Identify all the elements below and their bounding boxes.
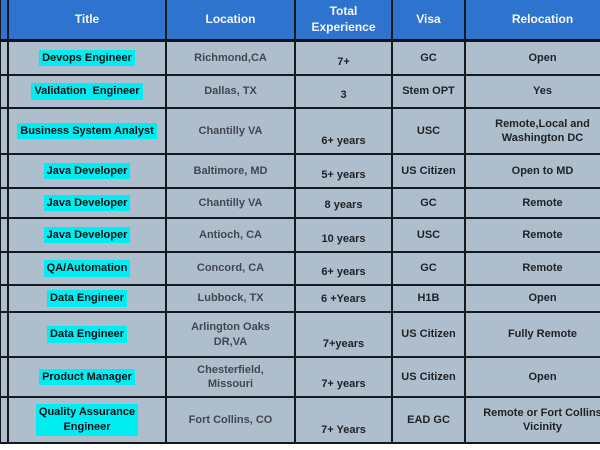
cell-location[interactable]: Chantilly VA: [167, 189, 296, 219]
cell-location[interactable]: Baltimore, MD: [167, 155, 296, 189]
table-row: QA/Automation Concord, CA 6+ years GC Re…: [1, 253, 600, 286]
cell-location[interactable]: Concord, CA: [167, 253, 296, 286]
highlighted-title: Java Developer: [43, 162, 131, 180]
cell-relocation[interactable]: Remote or Fort Collins Vicinity: [466, 398, 600, 444]
clipped-left-cell: [1, 219, 9, 253]
clipped-left-cell: [1, 358, 9, 398]
cell-relocation[interactable]: Fully Remote: [466, 313, 600, 358]
clipped-left-cell: [1, 42, 9, 76]
column-header-title[interactable]: Title: [9, 0, 167, 42]
cell-relocation[interactable]: Remote,Local and Washington DC: [466, 109, 600, 155]
cell-relocation[interactable]: Remote: [466, 189, 600, 219]
highlighted-title: Java Developer: [43, 194, 131, 212]
clipped-left-cell: [1, 286, 9, 313]
cell-experience[interactable]: 6 +Years: [296, 286, 393, 313]
table-header-row: Title Location Total Experience Visa Rel…: [1, 0, 600, 42]
cell-location[interactable]: Antioch, CA: [167, 219, 296, 253]
highlighted-title: Data Engineer: [47, 326, 127, 343]
cell-visa[interactable]: US Citizen: [393, 313, 466, 358]
cell-visa[interactable]: GC: [393, 42, 466, 76]
cell-experience[interactable]: 5+ years: [296, 155, 393, 189]
clipped-left-column-header: [1, 0, 9, 42]
highlighted-title: Java Developer: [43, 226, 131, 244]
column-header-location[interactable]: Location: [167, 0, 296, 42]
highlighted-title: Quality Assurance Engineer: [35, 404, 139, 436]
highlighted-title: Business System Analyst: [17, 122, 157, 140]
cell-title[interactable]: Java Developer: [9, 189, 167, 219]
cell-title[interactable]: Devops Engineer: [9, 42, 167, 76]
clipped-left-cell: [1, 76, 9, 109]
highlighted-title: Devops Engineer: [39, 49, 135, 67]
clipped-left-cell: [1, 189, 9, 219]
cell-relocation[interactable]: Remote: [466, 253, 600, 286]
cell-visa[interactable]: Stem OPT: [393, 76, 466, 109]
cell-visa[interactable]: H1B: [393, 286, 466, 313]
table-row: Data Engineer Arlington Oaks DR,VA 7+yea…: [1, 313, 600, 358]
clipped-left-cell: [1, 398, 9, 444]
cell-visa[interactable]: US Citizen: [393, 155, 466, 189]
cell-experience[interactable]: 7+: [296, 42, 393, 76]
cell-location[interactable]: Fort Collins, CO: [167, 398, 296, 444]
cell-title[interactable]: Product Manager: [9, 358, 167, 398]
cell-location[interactable]: Dallas, TX: [167, 76, 296, 109]
cell-title[interactable]: QA/Automation: [9, 253, 167, 286]
cell-experience[interactable]: 7+ Years: [296, 398, 393, 444]
clipped-left-cell: [1, 313, 9, 358]
table-row: Quality Assurance Engineer Fort Collins,…: [1, 398, 600, 444]
column-header-visa[interactable]: Visa: [393, 0, 466, 42]
cell-title[interactable]: Business System Analyst: [9, 109, 167, 155]
cell-relocation[interactable]: Open: [466, 42, 600, 76]
table-row: Java Developer Baltimore, MD 5+ years US…: [1, 155, 600, 189]
cell-visa[interactable]: USC: [393, 109, 466, 155]
cell-experience[interactable]: 3: [296, 76, 393, 109]
cell-visa[interactable]: USC: [393, 219, 466, 253]
cell-location[interactable]: Richmond,CA: [167, 42, 296, 76]
cell-location[interactable]: Chesterfield, Missouri: [167, 358, 296, 398]
cell-relocation[interactable]: Remote: [466, 219, 600, 253]
cell-title[interactable]: Java Developer: [9, 155, 167, 189]
cell-experience[interactable]: 8 years: [296, 189, 393, 219]
table-row: Product Manager Chesterfield, Missouri 7…: [1, 358, 600, 398]
cell-experience[interactable]: 7+ years: [296, 358, 393, 398]
cell-visa[interactable]: GC: [393, 189, 466, 219]
cell-relocation[interactable]: Yes: [466, 76, 600, 109]
highlighted-title: Validation Engineer: [31, 83, 143, 100]
cell-experience[interactable]: 7+years: [296, 313, 393, 358]
highlighted-title: Product Manager: [39, 368, 135, 386]
highlighted-title: QA/Automation: [43, 260, 131, 277]
cell-experience[interactable]: 10 years: [296, 219, 393, 253]
cell-title[interactable]: Data Engineer: [9, 313, 167, 358]
cell-location[interactable]: Chantilly VA: [167, 109, 296, 155]
cell-visa[interactable]: US Citizen: [393, 358, 466, 398]
column-header-experience[interactable]: Total Experience: [296, 0, 393, 42]
cell-visa[interactable]: GC: [393, 253, 466, 286]
cell-relocation[interactable]: Open: [466, 286, 600, 313]
cell-location[interactable]: Arlington Oaks DR,VA: [167, 313, 296, 358]
cell-visa[interactable]: EAD GC: [393, 398, 466, 444]
table-row: Devops Engineer Richmond,CA 7+ GC Open: [1, 42, 600, 76]
clipped-left-cell: [1, 253, 9, 286]
table-row: Data Engineer Lubbock, TX 6 +Years H1B O…: [1, 286, 600, 313]
table-row: Java Developer Chantilly VA 8 years GC R…: [1, 189, 600, 219]
cell-relocation[interactable]: Open to MD: [466, 155, 600, 189]
cell-location[interactable]: Lubbock, TX: [167, 286, 296, 313]
cell-experience[interactable]: 6+ years: [296, 253, 393, 286]
column-header-relocation[interactable]: Relocation: [466, 0, 600, 42]
cell-title[interactable]: Data Engineer: [9, 286, 167, 313]
cell-title[interactable]: Quality Assurance Engineer: [9, 398, 167, 444]
highlighted-title: Data Engineer: [47, 290, 127, 307]
cell-title[interactable]: Java Developer: [9, 219, 167, 253]
cell-experience[interactable]: 6+ years: [296, 109, 393, 155]
cell-relocation[interactable]: Open: [466, 358, 600, 398]
clipped-left-cell: [1, 109, 9, 155]
table-row: Java Developer Antioch, CA 10 years USC …: [1, 219, 600, 253]
cell-title[interactable]: Validation Engineer: [9, 76, 167, 109]
table-row: Validation Engineer Dallas, TX 3 Stem OP…: [1, 76, 600, 109]
table-row: Business System Analyst Chantilly VA 6+ …: [1, 109, 600, 155]
clipped-left-cell: [1, 155, 9, 189]
